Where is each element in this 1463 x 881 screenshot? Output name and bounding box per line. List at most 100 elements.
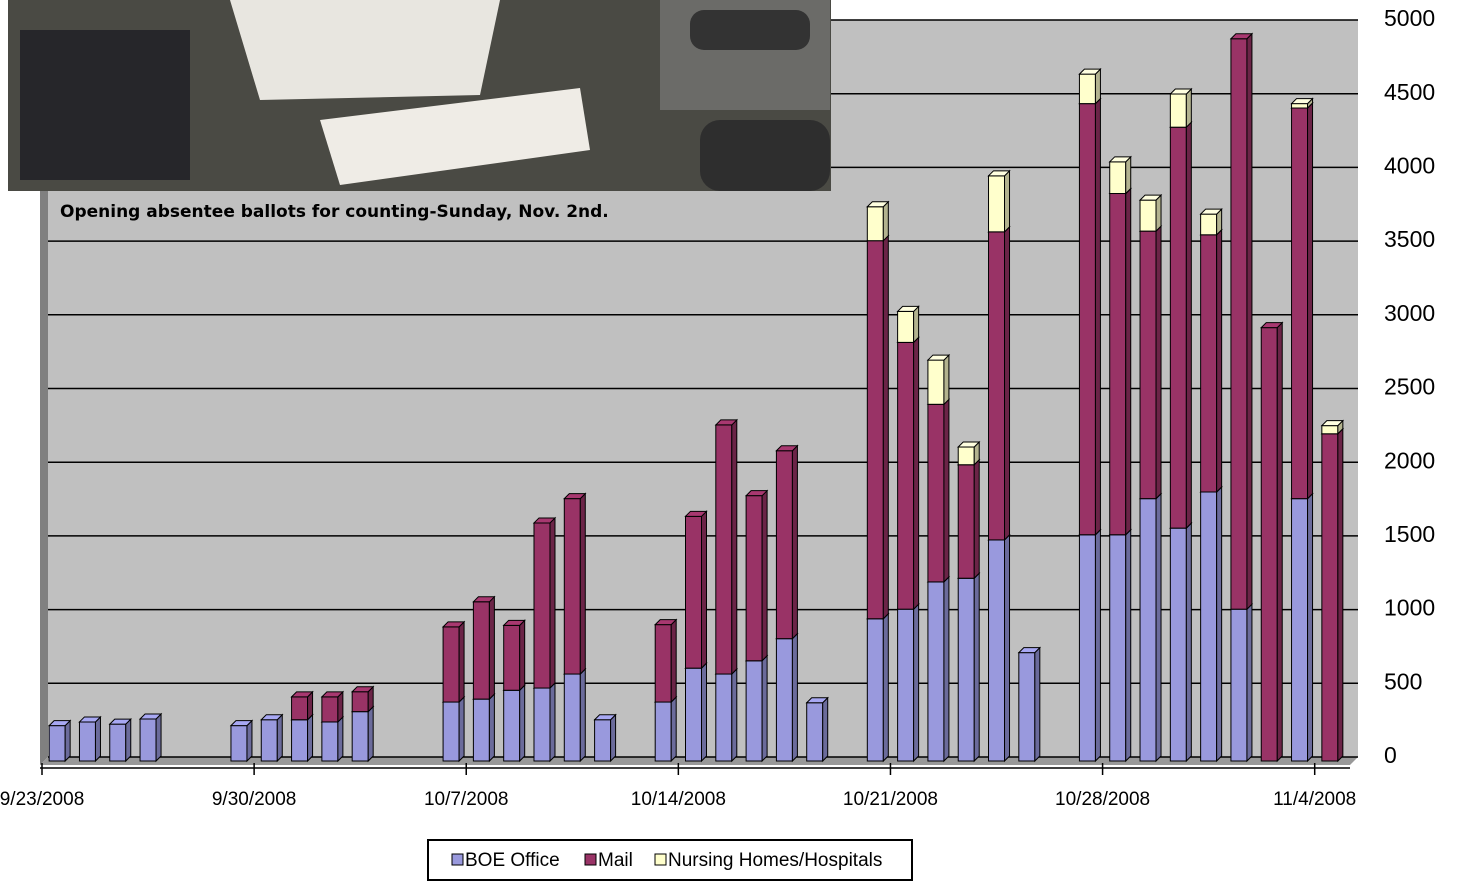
bar-side <box>822 696 829 763</box>
bar-front <box>472 698 490 762</box>
bar-side <box>1155 492 1162 763</box>
bar-side <box>1185 521 1192 763</box>
bar-front <box>988 231 1006 541</box>
bar-front <box>1321 433 1339 762</box>
bar-top <box>1108 156 1132 163</box>
bar-segment <box>563 492 587 676</box>
bar-side <box>125 717 132 763</box>
bar-segment <box>593 713 617 763</box>
bar-side <box>882 234 889 620</box>
bar-segment <box>1169 521 1193 763</box>
bar-segment <box>1199 228 1223 494</box>
bar-front <box>745 660 763 762</box>
bar-side <box>1337 427 1344 763</box>
bar-front <box>715 673 733 762</box>
bar-segment <box>1138 193 1163 233</box>
bar-segment <box>653 618 678 704</box>
x-tick-label: 11/4/2008 <box>1273 789 1356 810</box>
bar-side <box>488 595 495 701</box>
bar-top <box>744 490 769 497</box>
bar-segment <box>684 510 708 670</box>
bar-segment <box>441 695 466 763</box>
bar-side <box>1185 120 1192 530</box>
legend-label: BOE Office <box>465 850 560 871</box>
bar-top <box>653 619 678 626</box>
bar-front <box>1200 491 1218 762</box>
bar-front <box>927 581 945 762</box>
photo-chair <box>690 10 810 50</box>
bar-segment <box>1260 321 1284 763</box>
bar-top <box>684 510 708 517</box>
bar-top <box>472 596 496 603</box>
bar-top <box>290 691 314 698</box>
legend: BOE Office Mail Nursing Homes/Hospitals <box>451 850 882 871</box>
bar-front <box>533 687 551 762</box>
legend-label: Mail <box>598 850 633 871</box>
bar-side <box>519 684 526 763</box>
bar-side <box>1155 224 1162 500</box>
bar-front <box>48 725 66 762</box>
bar-side <box>731 667 738 763</box>
bar-front <box>139 718 157 762</box>
bar-segment <box>866 612 890 763</box>
bar-front <box>563 498 581 675</box>
bar-segment <box>987 533 1011 763</box>
bar-segment <box>957 440 981 466</box>
x-tick-label: 10/21/2008 <box>843 789 938 810</box>
bar-side <box>1216 485 1223 763</box>
bar-front <box>1200 234 1218 493</box>
bar-side <box>1125 528 1132 763</box>
bar-segment <box>653 695 678 763</box>
bar-front <box>745 495 763 662</box>
bar-segment <box>744 654 769 763</box>
bar-top <box>138 713 163 720</box>
bar-side <box>1155 193 1162 233</box>
bar-top <box>1138 194 1163 201</box>
bar-side <box>1276 321 1283 763</box>
bar-segment <box>320 690 345 724</box>
bar-segment <box>1169 87 1193 129</box>
left-wall <box>40 20 48 765</box>
bar-front <box>957 446 975 466</box>
bar-front <box>291 696 309 721</box>
bar-front <box>957 464 975 579</box>
legend-label: Nursing Homes/Hospitals <box>668 850 882 871</box>
bar-front <box>1169 93 1187 128</box>
bar-front <box>533 522 551 689</box>
bar-top <box>1078 68 1102 75</box>
bar-front <box>715 424 733 675</box>
bar-top <box>987 170 1011 177</box>
bar-side <box>701 661 707 763</box>
bar-top <box>805 697 829 704</box>
bar-top <box>1229 33 1254 40</box>
bar-front <box>563 673 581 762</box>
bar-front <box>685 667 702 762</box>
bar-front <box>442 701 460 762</box>
bar-front <box>1260 327 1278 762</box>
legend-swatch <box>584 853 597 866</box>
bar-side <box>276 713 283 763</box>
bar-front <box>897 310 915 343</box>
bar-segment <box>926 353 951 406</box>
bar-segment <box>502 684 526 763</box>
bar-side <box>1004 169 1011 234</box>
bar-front <box>1291 498 1309 762</box>
bar-side <box>458 620 465 704</box>
bar-front <box>866 240 884 620</box>
bar-segment <box>1290 492 1314 763</box>
bar-segment <box>1229 32 1254 611</box>
bar-side <box>913 305 920 344</box>
bar-side <box>1094 97 1101 536</box>
bar-segment <box>1078 67 1102 105</box>
bar-side <box>549 681 556 763</box>
bar-top <box>260 714 284 721</box>
bar-front <box>594 719 612 762</box>
bar-segment <box>714 418 739 676</box>
bar-front <box>1078 73 1096 105</box>
bar-side <box>882 200 889 242</box>
bar-top <box>78 716 102 723</box>
bar-segment <box>775 632 799 763</box>
bar-segment <box>78 715 102 763</box>
bar-segment <box>1290 101 1314 500</box>
bar-front <box>442 626 460 703</box>
